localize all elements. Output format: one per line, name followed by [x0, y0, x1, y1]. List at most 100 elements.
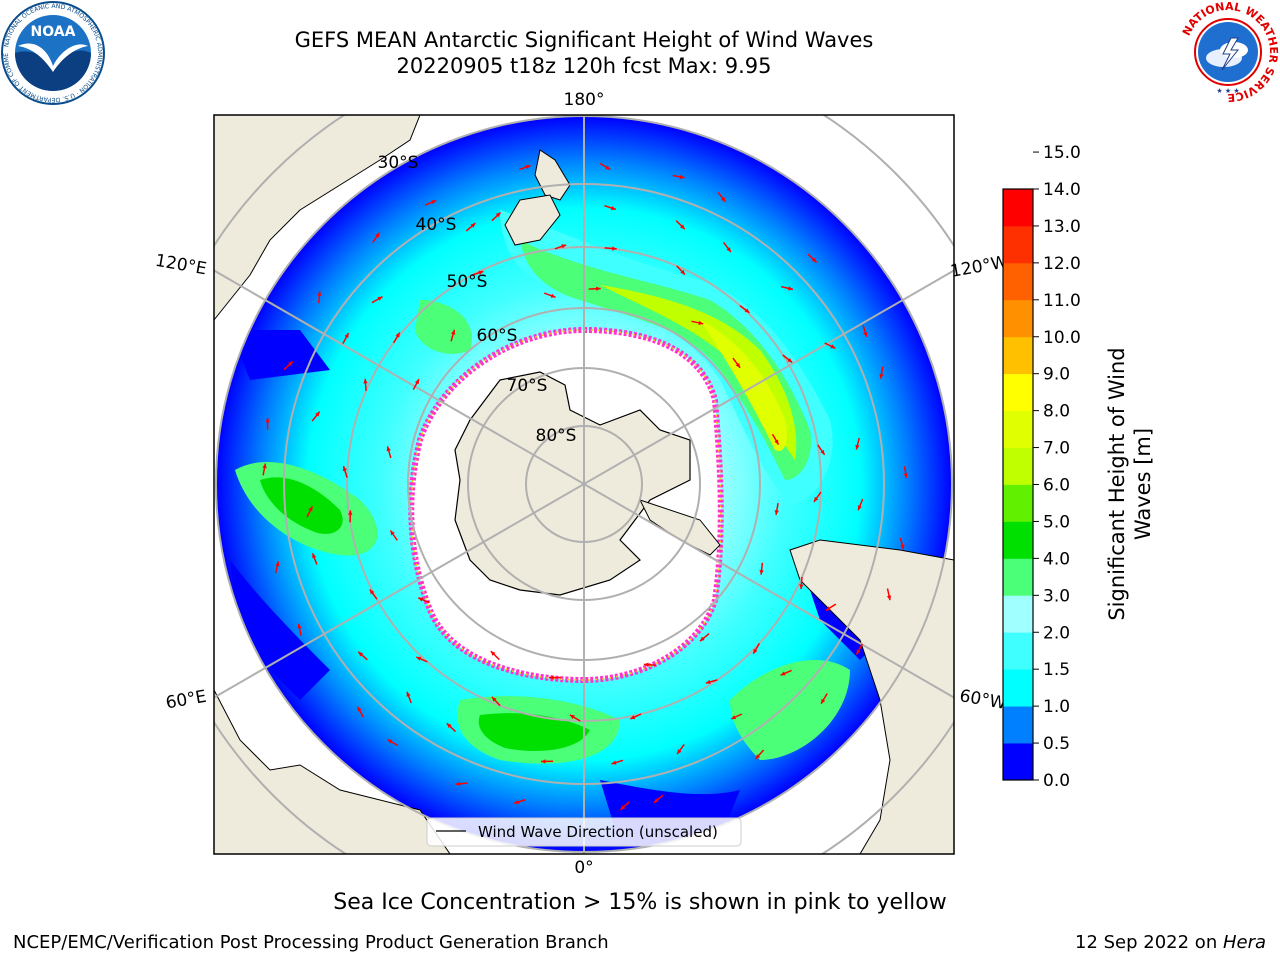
lat-label-40s: 40°S	[416, 215, 457, 235]
graticule	[214, 115, 954, 854]
wind-wave-arrow-head	[342, 466, 347, 472]
wind-wave-arrow-head	[680, 269, 685, 275]
wind-wave-arrow-head	[855, 444, 860, 450]
colorbar-cell	[1003, 373, 1033, 412]
wind-wave-arrow-head	[774, 439, 779, 445]
wind-wave-arrow-head	[610, 206, 616, 211]
wind-wave-arrow-head	[561, 244, 567, 249]
wind-wave-arrow-head	[297, 623, 302, 629]
wind-wave-arrow-head	[698, 320, 704, 325]
wind-wave-arrow-head	[390, 530, 395, 536]
chart-title: GEFS MEAN Antarctic Significant Height o…	[294, 28, 874, 52]
wind-wave-arrow-head	[653, 798, 659, 803]
wind-wave-arrow-head	[369, 589, 375, 595]
wind-wave-arrow-head	[643, 662, 649, 667]
wind-wave-arrow-head	[811, 257, 817, 263]
colorbar-cell	[1003, 595, 1033, 633]
wind-wave-arrow-head	[514, 799, 520, 804]
sea-ice-note: Sea Ice Concentration > 15% is shown in …	[333, 890, 947, 915]
wind-wave-arrow-head	[886, 595, 892, 601]
colorbar-tick-label: 11.0	[1043, 291, 1081, 311]
wind-wave-arrow-head	[357, 706, 362, 712]
nws-logo: NATIONAL WEATHER SERVICE ★ ★ ★	[1178, 0, 1280, 104]
wind-wave-arrow-head	[612, 246, 617, 251]
wind-wave-arrow-head	[630, 715, 636, 720]
wind-wave-arrow-head	[679, 174, 685, 179]
wind-wave-arrow-head	[550, 293, 556, 298]
wind-wave-arrow-head	[431, 200, 437, 205]
wind-wave-arrow-head	[825, 606, 831, 611]
wind-wave-arrow-head	[830, 344, 836, 349]
wind-wave-arrow-head	[315, 411, 320, 417]
wind-wave-arrow-head	[705, 679, 711, 684]
footer-date-text: 12 Sep 2022 on	[1075, 932, 1223, 953]
wind-wave-arrow-head	[377, 296, 383, 301]
wind-wave-arrow-head	[308, 506, 313, 512]
wind-wave-arrows	[262, 162, 908, 811]
colorbar-tick-label: 0.5	[1043, 734, 1070, 754]
colorbar-tick-label: 10.0	[1043, 328, 1081, 348]
lat-label-60s: 60°S	[477, 326, 518, 346]
colorbar-title-line2: Waves [m]	[1131, 428, 1155, 540]
lon-label-180: 180°	[564, 90, 605, 110]
colorbar-tick-label: 12.0	[1043, 254, 1081, 274]
wind-wave-arrow-head	[759, 570, 764, 575]
wind-wave-arrow-head	[358, 651, 364, 657]
colorbar-tick-label: 0.0	[1043, 771, 1070, 791]
colorbar-title-line1: Significant Height of Wind	[1105, 347, 1129, 620]
colorbar-cell	[1003, 521, 1033, 559]
wind-wave-arrow-head	[799, 584, 804, 589]
wind-wave-arrow-head	[495, 212, 501, 218]
wind-wave-arrow-head	[879, 373, 884, 379]
colorbar-ticks: 0.0 0.5 1.0 1.5 2.0 3.0 4.0 5.0 6.0 7.0 8.0 9.0 10.0…	[1033, 143, 1081, 791]
colorbar-cell	[1003, 299, 1033, 338]
wind-wave-arrow-head	[787, 358, 793, 363]
lat-label-70s: 70°S	[507, 376, 548, 396]
wind-wave-arrow-head	[569, 714, 575, 720]
wind-wave-arrow-head	[755, 754, 761, 759]
wind-wave-arrow-head	[363, 378, 368, 384]
colorbar-tick-label: 14.0	[1043, 180, 1081, 200]
wind-wave-arrow-head	[900, 544, 905, 550]
colorbar-tick-label: 1.0	[1043, 697, 1070, 717]
svg-text:★ ★ ★: ★ ★ ★	[1216, 87, 1239, 95]
colorbar-cell	[1003, 706, 1033, 744]
noaa-logo: NATIONAL OCEANIC AND ATMOSPHERIC ADMINIS…	[0, 0, 105, 105]
wind-wave-arrow-head	[596, 286, 601, 291]
colorbar-tick-label: 15.0	[1043, 143, 1081, 163]
wind-wave-arrow-head	[317, 291, 322, 296]
colorbar-tick-label: 2.0	[1043, 623, 1070, 643]
wind-wave-arrow-head	[820, 449, 825, 455]
wind-wave-arrow-head	[903, 473, 908, 478]
colorbar-cell	[1003, 336, 1033, 375]
noaa-logo-text: NOAA	[31, 24, 76, 40]
colorbar-cell	[1003, 410, 1033, 448]
wind-wave-arrow-head	[265, 417, 270, 423]
wind-wave-arrow-head	[386, 446, 391, 452]
colorbar-cells	[1003, 189, 1033, 781]
wind-wave-arrow-head	[416, 656, 422, 661]
wind-wave-arrow-head	[857, 505, 862, 511]
wind-wave-arrow-head	[491, 696, 497, 702]
wind-wave-arrow-head	[344, 333, 349, 338]
wind-wave-arrow-head	[774, 510, 779, 515]
wind-wave-arrow-head	[406, 691, 411, 697]
lon-label-60w: 60°W	[958, 686, 1008, 714]
wind-wave-arrow-head	[677, 749, 682, 755]
colorbar-cell	[1003, 225, 1033, 264]
lon-label-0: 0°	[574, 858, 593, 878]
wind-wave-arrow-head	[699, 636, 705, 642]
legend-label: Wind Wave Direction (unscaled)	[478, 823, 718, 841]
colorbar-cell	[1003, 743, 1033, 781]
wind-wave-arrow-head	[490, 651, 496, 656]
map-legend: Wind Wave Direction (unscaled)	[426, 817, 742, 847]
lon-label-120w: 120°W	[949, 252, 1010, 282]
colorbar-cell	[1003, 262, 1033, 301]
wind-wave-arrow-head	[275, 561, 280, 567]
wind-wave-arrow-head	[451, 329, 456, 335]
colorbar-tick-label: 5.0	[1043, 512, 1070, 532]
chart-subtitle: 20220905 t18z 120h fcst Max: 9.95	[396, 54, 772, 78]
colorbar-tick-label: 1.5	[1043, 660, 1070, 680]
wind-wave-arrow-head	[541, 759, 546, 764]
wind-wave-arrow-head	[375, 232, 380, 238]
